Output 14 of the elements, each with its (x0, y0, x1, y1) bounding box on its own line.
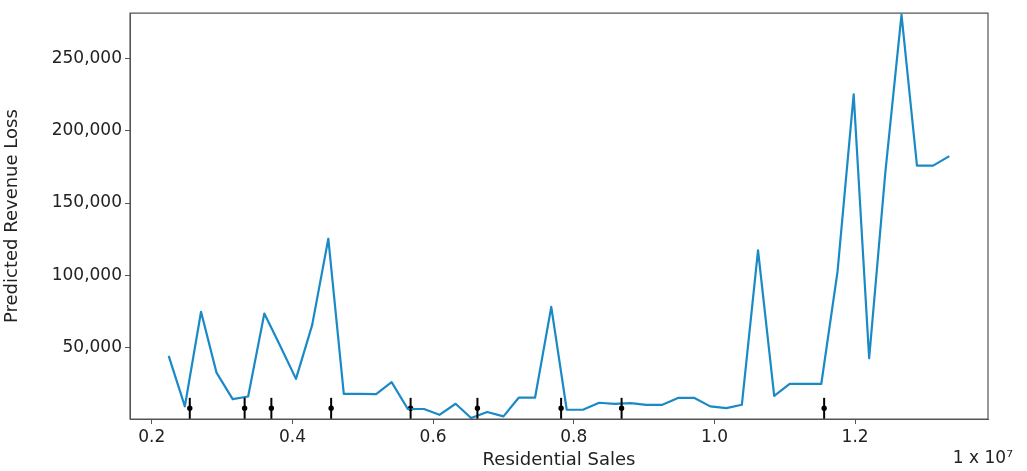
x-tick-label: 0.6 (419, 425, 447, 446)
text: 1 x 10⁷ (952, 447, 1013, 467)
y-axis-title: Predicted Revenue Loss (0, 109, 22, 324)
y-tick-label: 150,000 (51, 191, 122, 212)
y-tick-label: 50,000 (62, 336, 122, 357)
x-tick-label: 0.2 (138, 425, 166, 446)
x-tick-label: 1.0 (700, 425, 728, 446)
y-tick-label: 250,000 (51, 46, 122, 67)
x-tick-label: 0.8 (560, 425, 588, 446)
x-tick-label: 0.4 (278, 425, 306, 446)
y-tick-label: 200,000 (51, 119, 122, 140)
x-tick-label: 1.2 (841, 425, 869, 446)
x-axis-title: Residential Sales (482, 447, 636, 469)
y-tick-label: 100,000 (51, 263, 122, 284)
